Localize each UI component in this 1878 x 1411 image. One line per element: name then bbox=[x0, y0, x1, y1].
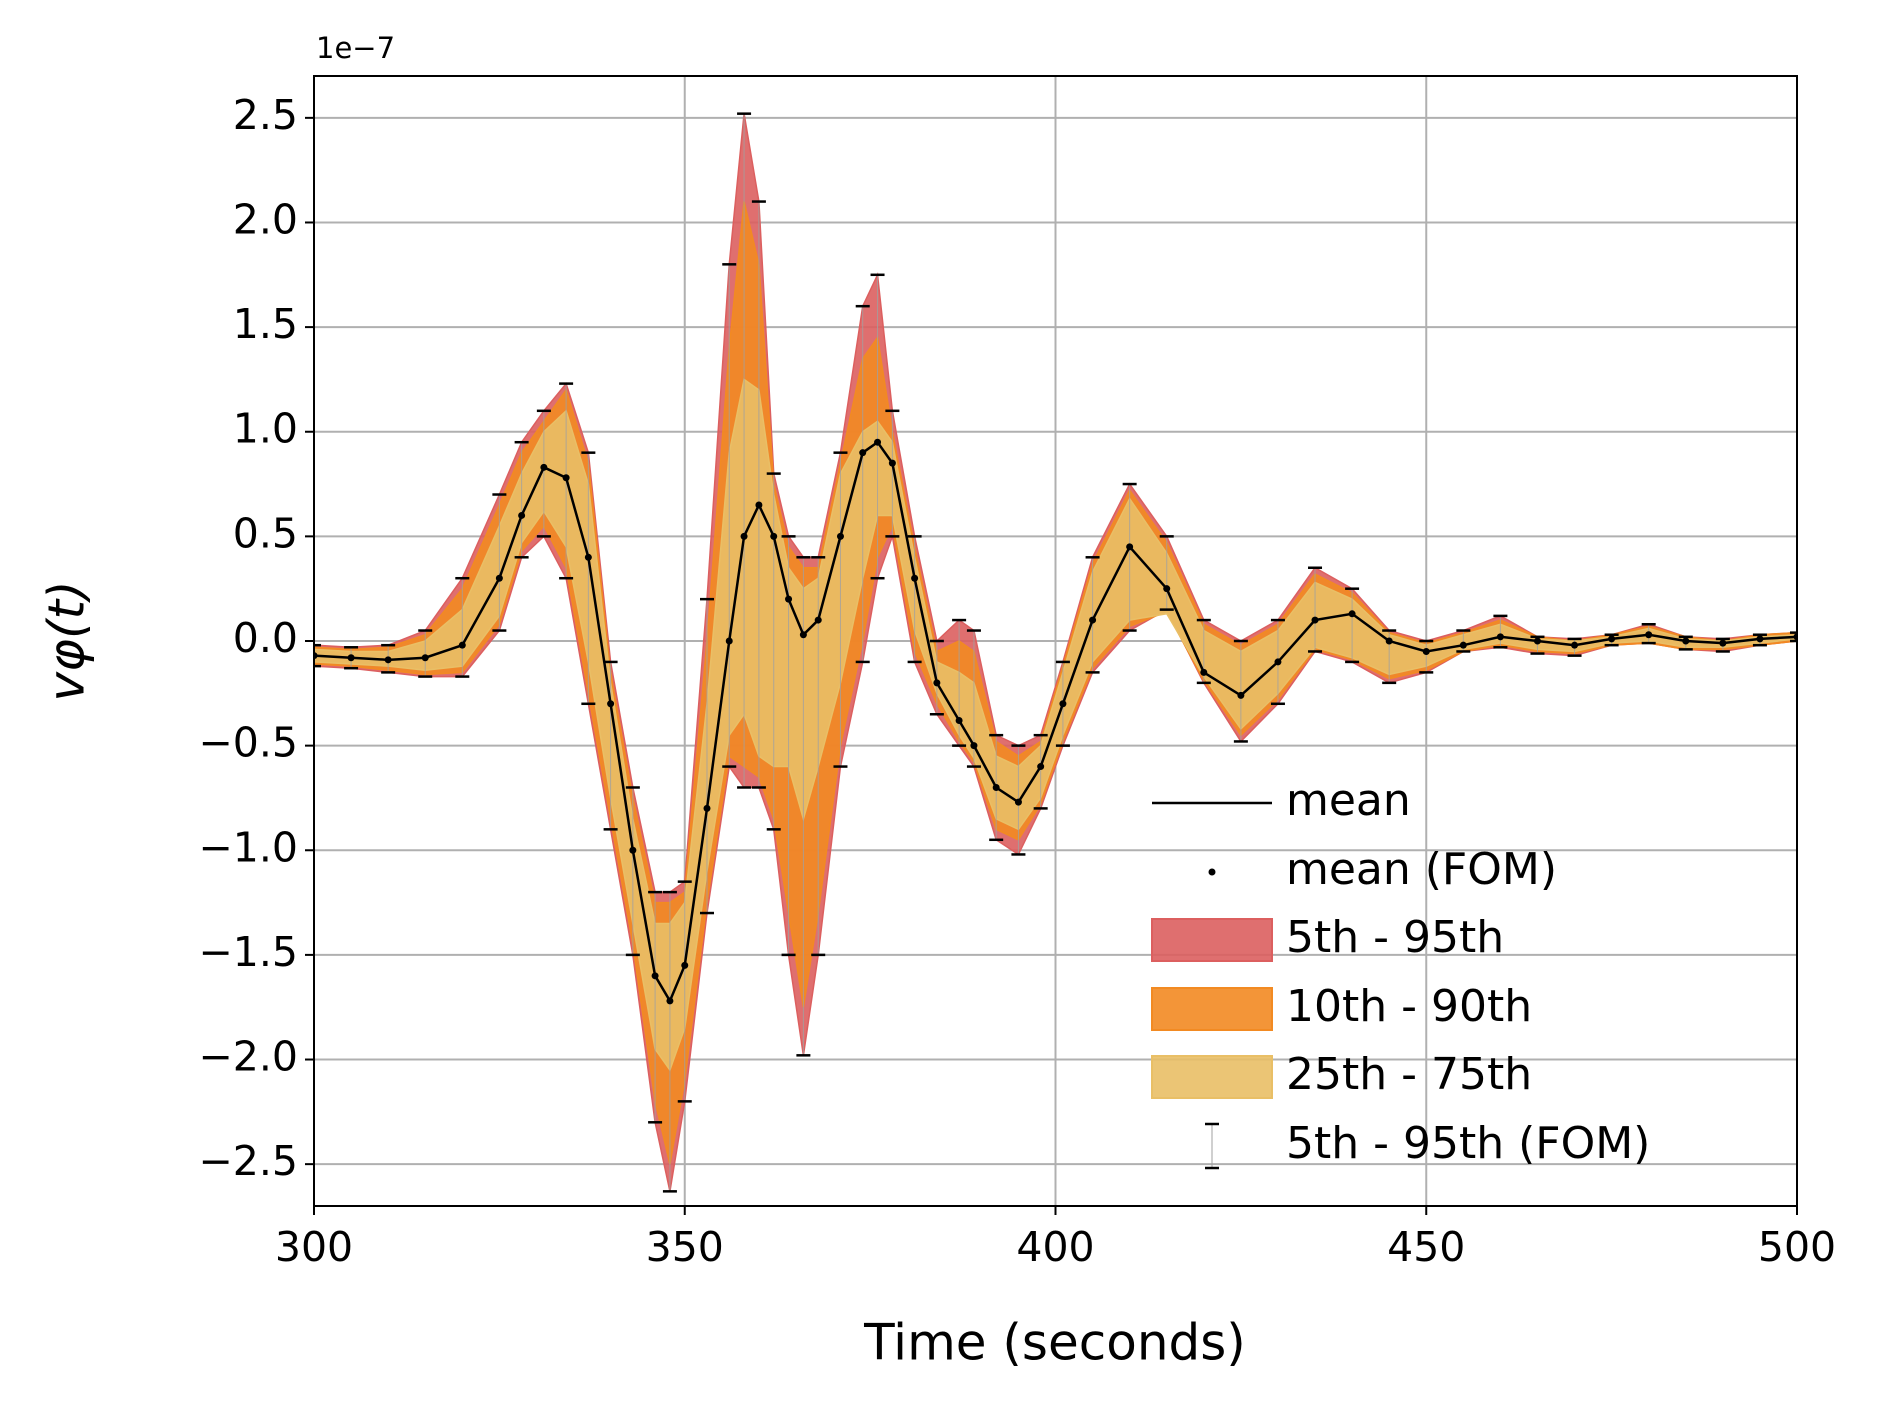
fom-point bbox=[1385, 637, 1393, 645]
fom-point bbox=[1348, 610, 1356, 618]
fom-point bbox=[651, 972, 659, 980]
fom-point bbox=[725, 637, 733, 645]
fom-point bbox=[421, 654, 429, 662]
fom-point bbox=[1719, 639, 1727, 647]
fom-point bbox=[970, 742, 978, 750]
fom-point bbox=[562, 474, 570, 482]
legend-label: 10th - 90th bbox=[1286, 981, 1532, 1032]
fom-point bbox=[1237, 691, 1245, 699]
fom-point bbox=[1163, 585, 1171, 593]
legend-label: 25th - 75th bbox=[1286, 1049, 1532, 1100]
fom-point bbox=[1682, 637, 1690, 645]
fom-point bbox=[1645, 631, 1653, 639]
x-tick-label: 450 bbox=[1387, 1223, 1465, 1271]
y-tick-label: 1.5 bbox=[233, 300, 298, 348]
fom-point bbox=[681, 961, 689, 969]
plot-area bbox=[314, 112, 1797, 1193]
legend-label: mean bbox=[1286, 775, 1411, 826]
fom-point bbox=[1037, 763, 1045, 771]
fom-point bbox=[740, 532, 748, 540]
fom-point bbox=[384, 656, 392, 664]
x-tick-label: 350 bbox=[646, 1223, 724, 1271]
y-tick-label: 2.0 bbox=[233, 195, 298, 243]
legend-label: 5th - 95th bbox=[1286, 912, 1504, 963]
fom-point bbox=[755, 501, 763, 509]
fom-point bbox=[347, 654, 355, 662]
fom-point bbox=[1126, 543, 1134, 551]
fom-point bbox=[1311, 616, 1319, 624]
y-tick-label: −2.0 bbox=[198, 1033, 298, 1081]
y-offset-label: 1e−7 bbox=[316, 31, 395, 65]
legend-label: mean (FOM) bbox=[1286, 844, 1557, 895]
fom-point bbox=[1756, 635, 1764, 643]
fom-point bbox=[836, 532, 844, 540]
fom-point bbox=[799, 631, 807, 639]
legend-label: 5th - 95th (FOM) bbox=[1286, 1118, 1650, 1169]
y-axis-label: vφ(t) bbox=[38, 580, 96, 701]
fom-point bbox=[458, 641, 466, 649]
legend-swatch bbox=[1151, 1055, 1273, 1099]
fom-point bbox=[859, 449, 867, 457]
fom-point bbox=[1274, 658, 1282, 666]
axes-frame bbox=[313, 75, 1798, 1207]
fom-point bbox=[955, 717, 963, 725]
y-tick-label: −2.5 bbox=[198, 1137, 298, 1185]
fom-point bbox=[703, 804, 711, 812]
fom-point bbox=[629, 846, 637, 854]
fom-point bbox=[992, 783, 1000, 791]
fom-point bbox=[1496, 633, 1504, 641]
y-tick-label: 2.5 bbox=[233, 91, 298, 139]
fom-point bbox=[1200, 668, 1208, 676]
fom-point bbox=[1459, 641, 1467, 649]
fom-point bbox=[933, 679, 941, 687]
x-tick-label: 500 bbox=[1758, 1223, 1836, 1271]
y-tick-label: −1.0 bbox=[198, 823, 298, 871]
fom-point bbox=[888, 459, 896, 467]
fom-point bbox=[1533, 637, 1541, 645]
fom-point bbox=[785, 595, 793, 603]
y-tick-label: −0.5 bbox=[198, 719, 298, 767]
y-tick-label: 0.5 bbox=[233, 509, 298, 557]
x-tick-label: 400 bbox=[1016, 1223, 1094, 1271]
fom-point bbox=[1059, 700, 1067, 708]
fom-point bbox=[1571, 641, 1579, 649]
fom-point bbox=[666, 997, 674, 1005]
y-tick-label: 1.0 bbox=[233, 405, 298, 453]
fom-point bbox=[495, 574, 503, 582]
fom-point bbox=[1608, 635, 1616, 643]
fom-point bbox=[540, 463, 548, 471]
legend-swatch bbox=[1151, 987, 1273, 1031]
fom-point bbox=[584, 553, 592, 561]
fom-point bbox=[874, 438, 882, 446]
fom-point bbox=[814, 616, 822, 624]
fom-point bbox=[607, 700, 615, 708]
legend-dot bbox=[1208, 868, 1216, 876]
fom-point bbox=[1422, 647, 1430, 655]
fom-point bbox=[518, 511, 526, 519]
fom-point bbox=[770, 532, 778, 540]
legend-swatch bbox=[1151, 918, 1273, 962]
fom-point bbox=[1014, 798, 1022, 806]
x-axis-label: Time (seconds) bbox=[863, 1314, 1246, 1372]
fom-point bbox=[911, 574, 919, 582]
y-tick-label: −1.5 bbox=[198, 928, 298, 976]
y-tick-label: 0.0 bbox=[233, 614, 298, 662]
fom-point bbox=[1089, 616, 1097, 624]
x-tick-label: 300 bbox=[275, 1223, 353, 1271]
